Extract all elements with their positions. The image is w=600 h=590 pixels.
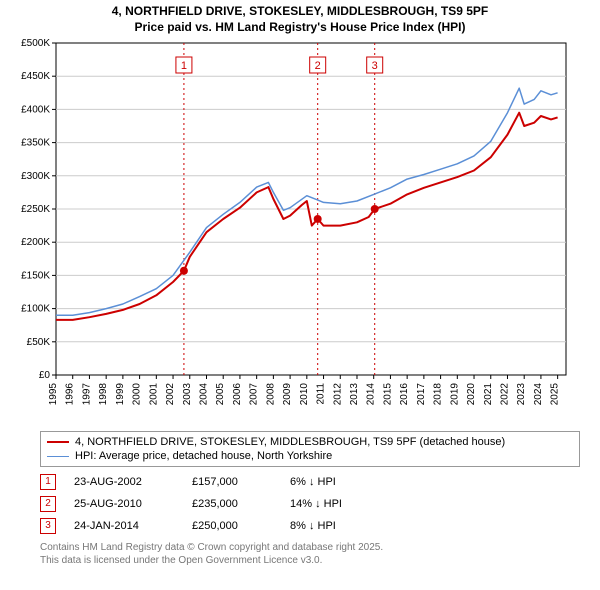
svg-text:2013: 2013: [349, 383, 360, 406]
sale-date: 25-AUG-2010: [74, 498, 174, 510]
sale-diff: 8% ↓ HPI: [290, 520, 390, 532]
svg-text:2007: 2007: [249, 383, 260, 406]
svg-text:2025: 2025: [550, 383, 561, 406]
svg-text:2002: 2002: [165, 383, 176, 406]
legend-row: 4, NORTHFIELD DRIVE, STOKESLEY, MIDDLESB…: [47, 435, 573, 449]
svg-text:2006: 2006: [232, 383, 243, 406]
sale-date: 23-AUG-2002: [74, 476, 174, 488]
legend-label: 4, NORTHFIELD DRIVE, STOKESLEY, MIDDLESB…: [75, 436, 505, 448]
price-chart: £0 £50K £100K £150K £200K £250K £300K £350K £400…: [10, 35, 570, 425]
svg-text:£450K: £450K: [21, 71, 50, 82]
svg-text:2: 2: [315, 60, 321, 72]
svg-text:2022: 2022: [499, 383, 510, 406]
svg-text:£200K: £200K: [21, 237, 50, 248]
svg-text:2010: 2010: [299, 383, 310, 406]
svg-text:1: 1: [181, 60, 187, 72]
chart-svg: £0 £50K £100K £150K £200K £250K £300K £350K £400…: [10, 35, 570, 425]
legend-swatch: [47, 441, 69, 443]
legend: 4, NORTHFIELD DRIVE, STOKESLEY, MIDDLESB…: [40, 431, 580, 467]
svg-text:£350K: £350K: [21, 138, 50, 149]
svg-text:2021: 2021: [483, 383, 494, 406]
svg-text:£0: £0: [39, 370, 51, 381]
sale-marker: 2: [40, 496, 56, 512]
svg-text:2017: 2017: [416, 383, 427, 406]
svg-text:2004: 2004: [198, 383, 209, 406]
svg-text:2001: 2001: [148, 383, 159, 406]
svg-text:1996: 1996: [65, 383, 76, 406]
svg-text:2015: 2015: [382, 383, 393, 406]
svg-text:£300K: £300K: [21, 171, 50, 182]
svg-text:2024: 2024: [533, 383, 544, 406]
sale-date: 24-JAN-2014: [74, 520, 174, 532]
sale-price: £250,000: [192, 520, 272, 532]
sale-row: 2 25-AUG-2010 £235,000 14% ↓ HPI: [40, 493, 580, 515]
svg-text:£250K: £250K: [21, 204, 50, 215]
svg-text:2005: 2005: [215, 383, 226, 406]
sale-diff: 14% ↓ HPI: [290, 498, 390, 510]
legend-row: HPI: Average price, detached house, Nort…: [47, 449, 573, 463]
chart-title: 4, NORTHFIELD DRIVE, STOKESLEY, MIDDLESB…: [0, 4, 600, 35]
sale-row: 3 24-JAN-2014 £250,000 8% ↓ HPI: [40, 515, 580, 537]
svg-text:2019: 2019: [449, 383, 460, 406]
svg-text:2014: 2014: [366, 383, 377, 406]
svg-text:2023: 2023: [516, 383, 527, 406]
svg-text:1995: 1995: [48, 383, 59, 406]
svg-text:3: 3: [372, 60, 378, 72]
footnote-line1: Contains HM Land Registry data © Crown c…: [40, 542, 383, 553]
svg-text:2012: 2012: [332, 383, 343, 406]
svg-text:£500K: £500K: [21, 38, 50, 49]
sale-row: 1 23-AUG-2002 £157,000 6% ↓ HPI: [40, 471, 580, 493]
sale-marker: 1: [40, 474, 56, 490]
svg-text:2018: 2018: [433, 383, 444, 406]
svg-text:2008: 2008: [265, 383, 276, 406]
svg-text:2009: 2009: [282, 383, 293, 406]
svg-text:£150K: £150K: [21, 271, 50, 282]
sale-marker: 3: [40, 518, 56, 534]
sale-price: £235,000: [192, 498, 272, 510]
svg-text:£50K: £50K: [27, 337, 51, 348]
svg-text:2000: 2000: [132, 383, 143, 406]
title-line2: Price paid vs. HM Land Registry's House …: [135, 20, 466, 34]
svg-text:1997: 1997: [81, 383, 92, 406]
svg-text:£100K: £100K: [21, 304, 50, 315]
svg-text:2016: 2016: [399, 383, 410, 406]
sale-diff: 6% ↓ HPI: [290, 476, 390, 488]
legend-swatch: [47, 456, 69, 457]
footnote-line2: This data is licensed under the Open Gov…: [40, 555, 322, 566]
svg-text:1999: 1999: [115, 383, 126, 406]
svg-text:2003: 2003: [182, 383, 193, 406]
title-line1: 4, NORTHFIELD DRIVE, STOKESLEY, MIDDLESB…: [112, 4, 489, 18]
legend-label: HPI: Average price, detached house, Nort…: [75, 450, 332, 462]
footnote: Contains HM Land Registry data © Crown c…: [40, 541, 580, 567]
sale-price: £157,000: [192, 476, 272, 488]
svg-text:2011: 2011: [316, 383, 327, 405]
svg-text:£400K: £400K: [21, 105, 50, 116]
sales-table: 1 23-AUG-2002 £157,000 6% ↓ HPI 2 25-AUG-2010…: [40, 471, 580, 537]
svg-text:2020: 2020: [466, 383, 477, 406]
svg-text:1998: 1998: [98, 383, 109, 406]
